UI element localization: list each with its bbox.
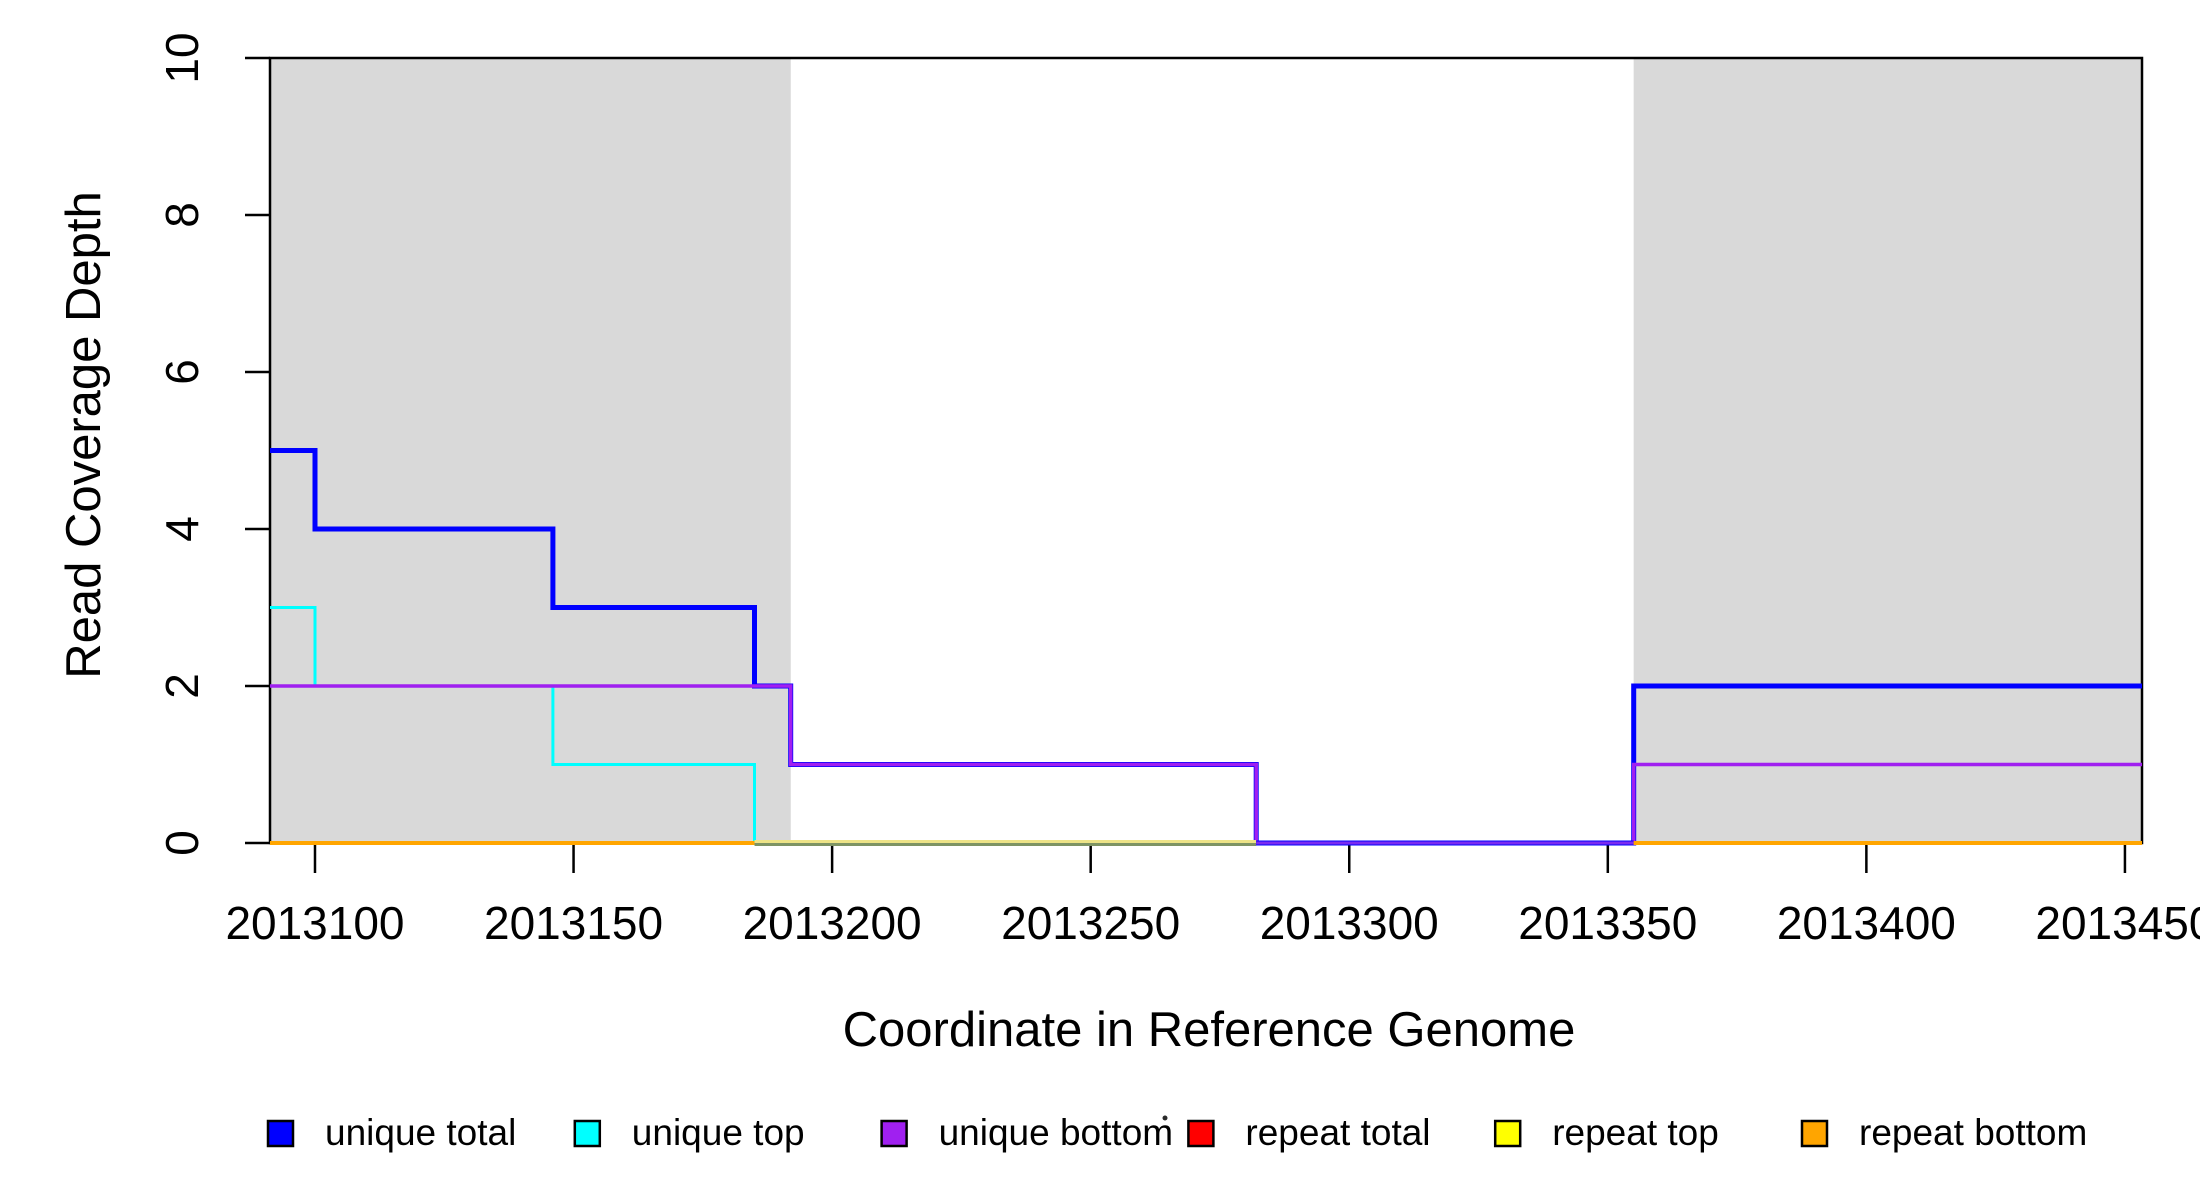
x-tick-label: 2013200 xyxy=(743,897,922,949)
y-tick-label: 4 xyxy=(156,516,208,542)
x-axis: 2013100 2013150 2013200 2013250 2013300 20133… xyxy=(225,843,2200,949)
legend-label: repeat total xyxy=(1245,1112,1430,1153)
y-tick-label: 0 xyxy=(156,830,208,856)
legend-label: repeat top xyxy=(1552,1112,1719,1153)
y-tick-label: 10 xyxy=(156,32,208,83)
y-tick-label: 2 xyxy=(156,673,208,699)
x-tick-label: 2013350 xyxy=(1518,897,1697,949)
zero-line-segment xyxy=(1256,841,1634,845)
shaded-region xyxy=(270,58,791,843)
series-line-unique-bottom xyxy=(270,684,2142,845)
stray-dot xyxy=(1162,1115,1168,1121)
zero-line-segment xyxy=(754,843,1257,846)
y-tick-label: 8 xyxy=(156,202,208,228)
legend-swatch-repeat-top xyxy=(1493,1119,1522,1148)
y-axis-label: Read Coverage Depth xyxy=(57,191,111,679)
legend-swatch-unique-bottom xyxy=(880,1119,908,1148)
legend-swatch-repeat-bottom xyxy=(1800,1119,1829,1148)
x-axis-label: Coordinate in Reference Genome xyxy=(843,1003,1576,1057)
zero-line-segment xyxy=(754,840,1257,843)
shaded-region xyxy=(1633,58,2142,843)
legend-label: unique top xyxy=(632,1112,805,1153)
legend-label: repeat bottom xyxy=(1859,1112,2087,1153)
legend: unique total unique top unique bottom repea… xyxy=(266,1112,2087,1153)
x-tick-label: 2013100 xyxy=(225,897,404,949)
legend-label: unique bottom xyxy=(939,1112,1174,1153)
zero-line-segment xyxy=(1633,841,2142,845)
x-tick-label: 2013450 xyxy=(2035,897,2200,949)
shaded-regions xyxy=(270,58,2142,843)
legend-swatch-repeat-total xyxy=(1187,1119,1215,1148)
legend-swatch-unique-total xyxy=(266,1119,295,1148)
x-tick-label: 2013300 xyxy=(1260,897,1439,949)
legend-swatch-unique-top xyxy=(573,1119,602,1148)
y-tick-label: 6 xyxy=(156,359,208,385)
x-tick-label: 2013150 xyxy=(484,897,663,949)
x-tick-label: 2013250 xyxy=(1001,897,1180,949)
zero-line-overlays xyxy=(270,840,2142,846)
x-tick-label: 2013400 xyxy=(1777,897,1956,949)
legend-label: unique total xyxy=(325,1112,516,1153)
zero-line-segment xyxy=(270,841,755,845)
y-axis: 0 2 4 6 8 10 xyxy=(156,32,270,856)
